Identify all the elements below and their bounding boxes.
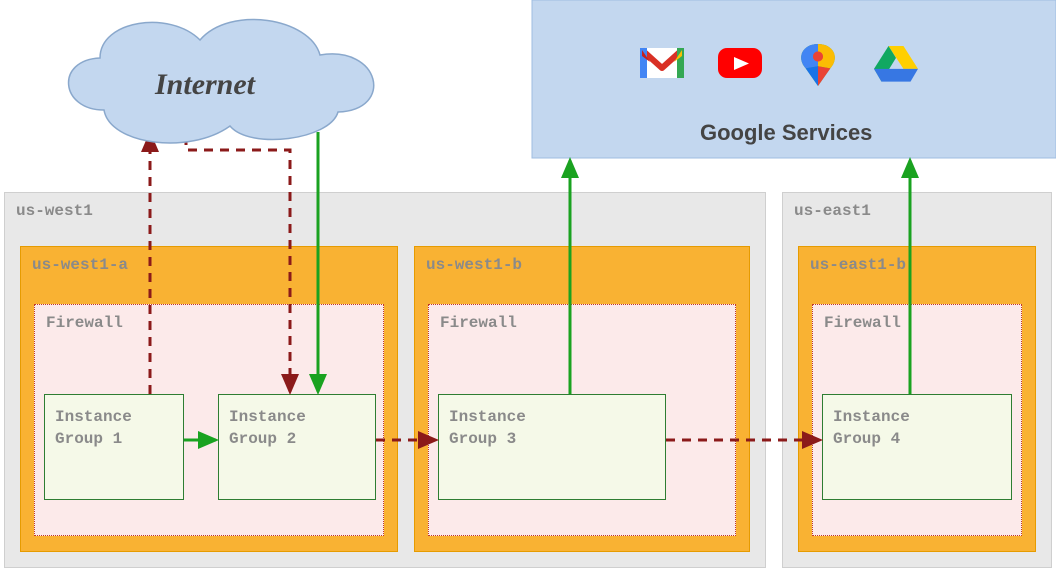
instance-group-label: Instance Group 1 xyxy=(45,395,183,450)
gmail-icon xyxy=(640,48,684,78)
instance-group-ig3: Instance Group 3 xyxy=(438,394,666,500)
instance-group-ig4: Instance Group 4 xyxy=(822,394,1012,500)
region-label: us-west1 xyxy=(16,202,93,220)
youtube-icon xyxy=(718,48,762,78)
region-label: us-east1 xyxy=(794,202,871,220)
internet-label: Internet xyxy=(155,68,255,102)
instance-group-label: Instance Group 3 xyxy=(439,395,665,450)
zone-label: us-east1-b xyxy=(810,256,906,274)
drive-icon xyxy=(874,46,918,82)
maps-icon xyxy=(801,44,835,86)
zone-label: us-west1-b xyxy=(426,256,522,274)
firewall-label: Firewall xyxy=(46,314,123,332)
google-services-title: Google Services xyxy=(700,120,872,146)
firewall-label: Firewall xyxy=(824,314,901,332)
zone-label: us-west1-a xyxy=(32,256,128,274)
instance-group-label: Instance Group 2 xyxy=(219,395,375,450)
instance-group-ig1: Instance Group 1 xyxy=(44,394,184,500)
firewall-label: Firewall xyxy=(440,314,517,332)
instance-group-label: Instance Group 4 xyxy=(823,395,1011,450)
instance-group-ig2: Instance Group 2 xyxy=(218,394,376,500)
